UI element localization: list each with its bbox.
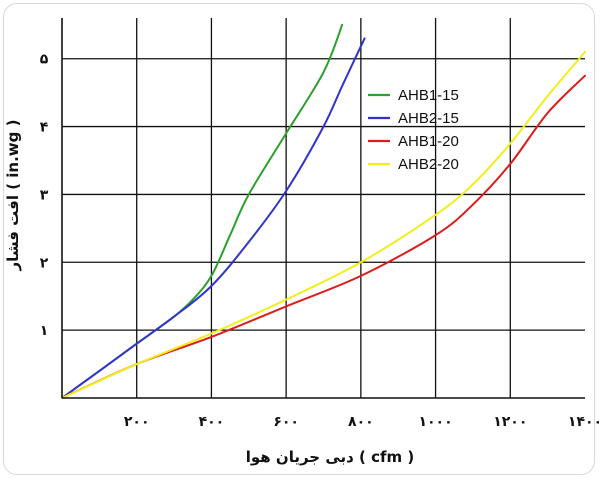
x-tick-label-0: ۲۰۰ [124, 414, 150, 430]
x-tick-label-4: ۱۰۰۰ [418, 414, 452, 430]
series-line-ahb2-20 [61, 50, 586, 399]
y-tick-label-4: ۵ [40, 52, 49, 68]
y-tick-label-2: ۳ [40, 187, 49, 203]
x-axis-label: دبی جریان هوا ( cfm ) [246, 448, 415, 466]
legend-label-ahb2-20: AHB2-20 [398, 156, 459, 173]
chart-frame [3, 3, 595, 475]
x-tick-label-2: ۶۰۰ [273, 414, 299, 430]
series-line-ahb2-15 [61, 37, 366, 399]
x-tick-label-6: ۱۴۰۰ [568, 414, 600, 430]
legend-label-ahb1-20: AHB1-20 [398, 133, 459, 150]
y-tick-label-0: ۱ [40, 323, 49, 339]
legend-label-ahb1-15: AHB1-15 [398, 87, 459, 104]
curves [61, 23, 586, 399]
y-tick-label-1: ۲ [40, 255, 49, 271]
series-line-ahb1-20 [61, 74, 586, 399]
x-tick-label-3: ۸۰۰ [348, 414, 374, 430]
series-line-ahb1-15 [61, 23, 344, 399]
legend-label-ahb2-15: AHB2-15 [398, 110, 459, 127]
x-tick-label-5: ۱۲۰۰ [493, 414, 527, 430]
y-tick-label-3: ۴ [40, 120, 49, 136]
axes [61, 18, 585, 399]
y-axis-label: افت فشار ( in.wg ) [4, 120, 22, 272]
x-tick-label-1: ۴۰۰ [199, 414, 225, 430]
legend: AHB1-15 AHB2-15 AHB1-20 AHB2-20 [368, 87, 459, 173]
tick-labels: ۲۰۰ ۴۰۰ ۶۰۰ ۸۰۰ ۱۰۰۰ ۱۲۰۰ ۱۴۰۰ ۱ ۲ ۳ ۴ ۵ [40, 52, 600, 430]
